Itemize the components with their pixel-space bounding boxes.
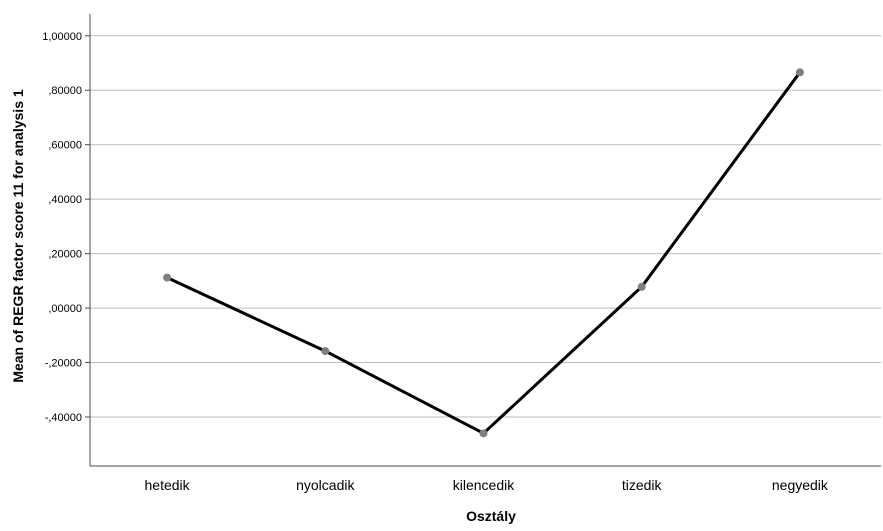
y-tick-label: ,00000 xyxy=(48,303,82,315)
y-tick-label: -,40000 xyxy=(45,412,82,424)
markers xyxy=(163,68,804,438)
x-tick-label: nyolcadik xyxy=(296,477,355,493)
y-tick-label: ,20000 xyxy=(48,249,82,261)
data-point xyxy=(637,282,646,291)
gridlines xyxy=(85,35,881,418)
y-tick-label: ,80000 xyxy=(48,85,82,97)
data-point xyxy=(163,273,172,282)
y-tick-label: ,40000 xyxy=(48,194,82,206)
y-axis-title: Mean of REGR factor score 11 for analysi… xyxy=(10,89,26,383)
x-tick-label: kilencedik xyxy=(453,477,515,493)
y-tick-label: 1,00000 xyxy=(42,31,82,43)
data-point xyxy=(321,347,330,356)
x-tick-label: tizedik xyxy=(622,477,663,493)
x-axis-title: Osztály xyxy=(466,508,516,524)
x-tick-label: hetedik xyxy=(145,477,191,493)
x-tick-label: negyedik xyxy=(772,477,829,493)
axes xyxy=(89,14,881,467)
data-point xyxy=(479,429,488,438)
x-tick-labels: hetedik nyolcadik kilencedik tizedik negyedi… xyxy=(145,477,829,493)
y-tick-label: -,20000 xyxy=(45,358,82,370)
y-tick-label: ,60000 xyxy=(48,140,82,152)
series-line xyxy=(165,70,802,435)
series xyxy=(165,70,802,435)
y-tick-labels: 1,00000 ,80000 ,60000 ,40000 ,20000 ,00000 -,2… xyxy=(42,31,82,424)
data-point xyxy=(795,68,804,77)
